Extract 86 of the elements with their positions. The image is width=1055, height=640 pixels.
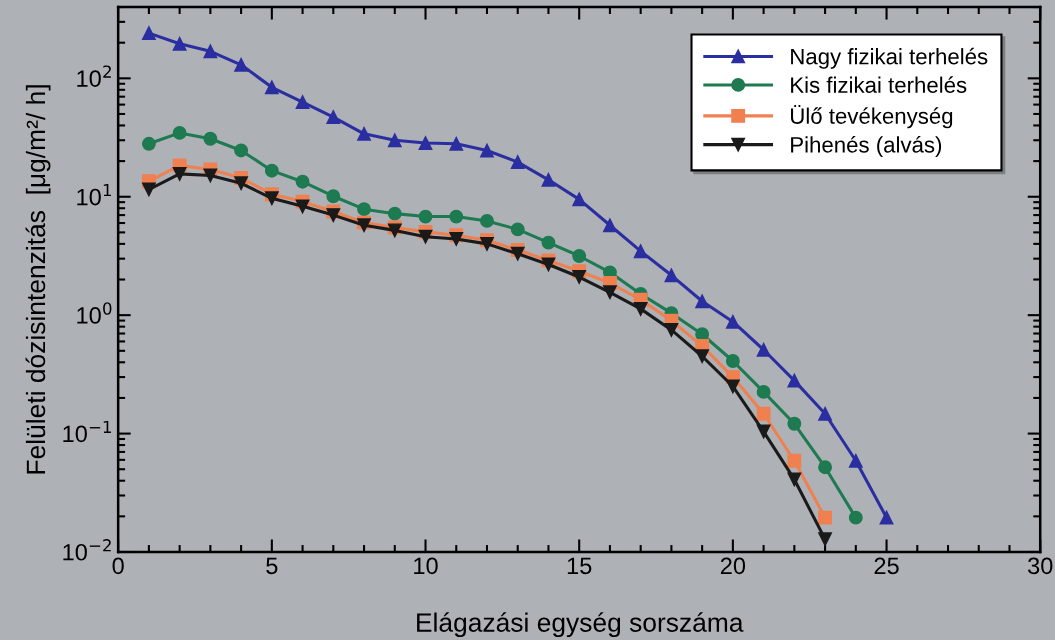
point [203,131,218,146]
point [326,189,341,204]
point [541,257,556,272]
point [725,314,740,329]
point [879,510,894,525]
x-tick-label: 10 [414,557,438,575]
point [449,232,464,246]
point [264,80,279,95]
point [695,294,710,309]
point [141,26,156,41]
x-axis-title: Elágazási egység sorszáma [417,612,744,638]
point [480,213,494,228]
point [510,155,525,170]
point [357,202,371,217]
x-tick-label: 5 [266,557,278,575]
point [295,199,310,214]
point [234,57,249,72]
point [480,143,494,158]
x-tick-label: 20 [720,557,746,575]
point [787,373,802,388]
point [664,323,679,337]
x-tick-label: 25 [874,557,899,575]
point [818,532,833,547]
point [787,453,802,468]
point [141,182,156,197]
point [510,222,525,237]
point [787,416,802,431]
x-tick-label: 15 [567,557,592,575]
point [818,406,833,421]
point [756,384,771,399]
y-axis-title: Felületi dózisintenzitás [μg/m²/ h] [25,85,51,474]
point [141,136,156,151]
point [234,143,249,158]
point [449,209,464,224]
legend-label: Pihenés (alvás) [791,136,942,158]
point [295,95,310,110]
point [203,44,218,59]
point [357,126,371,141]
point [756,342,771,357]
point [787,472,802,487]
y-tick-label: 10$^{2}$ [77,65,111,87]
point [203,168,218,183]
y-tick-label: 10$^{−1}$ [63,420,111,443]
point [572,192,587,207]
y-tick-label: 10$^{1}$ [77,184,111,206]
point [664,268,679,283]
point [572,270,587,284]
point [633,244,648,259]
point [572,249,587,263]
point [326,208,341,223]
point [172,125,187,140]
point [418,209,433,224]
legend-label: Kis fizikai terhelés [791,76,967,93]
point [418,229,433,244]
y-tick-label: 10$^{−2}$ [63,539,111,561]
point [818,460,833,475]
point [418,136,433,151]
x-tick-label: 0 [112,557,124,575]
point [695,349,710,364]
legend-label: Nagy fizikai terhelés [791,47,988,69]
point [756,406,771,421]
point [326,110,341,125]
point [602,285,617,300]
point [234,176,249,191]
point [633,301,648,316]
point [387,133,402,148]
legend-label: Ülő tevékenység [791,105,953,129]
point [295,174,310,189]
point [387,206,402,221]
point [510,246,525,261]
y-tick-label: 10$^{0}$ [77,302,112,324]
point [725,354,740,368]
point [172,166,187,181]
point [725,379,740,394]
point [264,163,279,178]
point [264,191,279,206]
point [541,235,556,250]
point [602,218,617,233]
point [449,136,464,151]
point [848,510,863,525]
x-tick-label: 30 [1028,557,1053,575]
point [541,172,556,187]
point [172,36,187,51]
point [818,510,833,525]
point [756,424,771,439]
point [848,453,863,468]
